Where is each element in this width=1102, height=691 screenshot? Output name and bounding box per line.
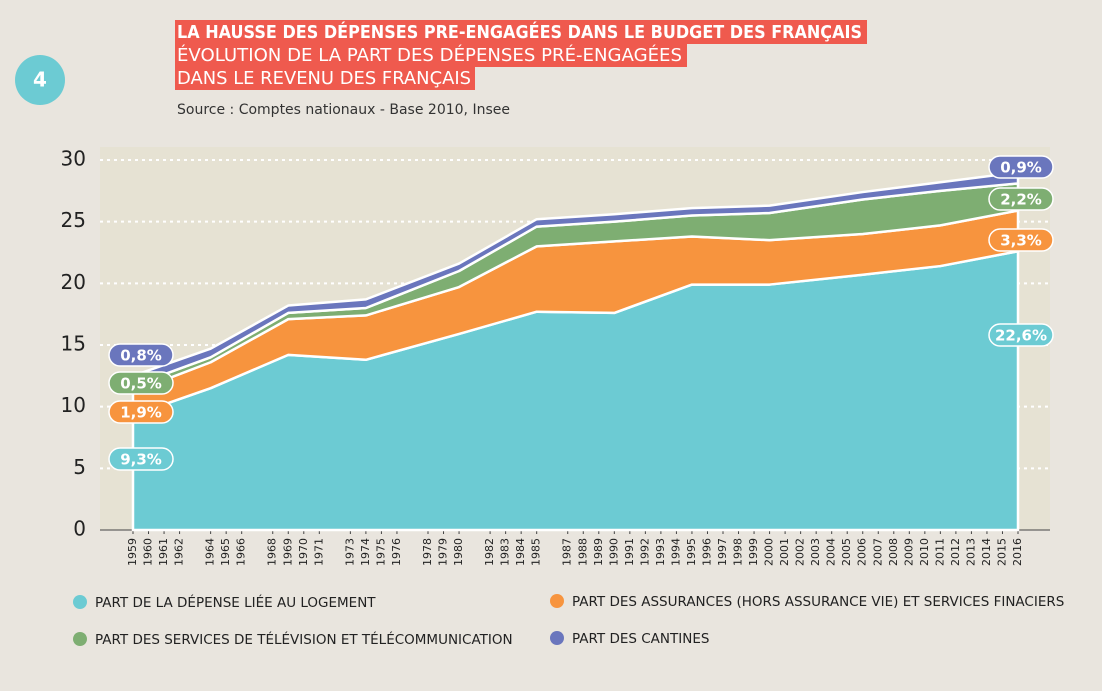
y-tick-label: 20 — [61, 270, 86, 294]
x-tick-label: 2003 — [809, 538, 822, 566]
x-tick-label: 1983 — [499, 538, 512, 566]
legend-label: PART DES SERVICES DE TÉLÉVISION ET TÉLÉC… — [95, 631, 513, 648]
x-tick-label: 2005 — [840, 538, 853, 566]
x-tick-label: 2015 — [995, 538, 1008, 566]
x-tick-label: 1974 — [359, 538, 372, 566]
x-tick-label: 1984 — [514, 538, 527, 566]
x-tick-label: 1998 — [732, 538, 745, 566]
value-label-bg — [988, 228, 1054, 252]
x-tick-label: 2011 — [933, 538, 946, 566]
legend-swatch — [550, 631, 564, 645]
legend-swatch — [73, 595, 87, 609]
value-label-bg — [108, 447, 174, 471]
area — [131, 171, 1020, 387]
x-tick-label: 2000 — [763, 538, 776, 566]
x-tick-label: 1996 — [700, 538, 713, 566]
value-label: 3,3% — [1000, 232, 1042, 250]
legend-swatch — [550, 594, 564, 608]
x-tick-label: 2001 — [778, 538, 791, 566]
y-tick-label: 10 — [61, 393, 86, 417]
chart-subtitle: ÉVOLUTION DE LA PART DES DÉPENSES PRÉ-EN… — [177, 44, 682, 66]
value-label-bg — [108, 343, 174, 367]
chart-title: LA HAUSSE DES DÉPENSES PRE-ENGAGÉES DANS… — [177, 21, 862, 43]
x-tick-label: 1980 — [452, 538, 465, 566]
value-label-bg — [108, 371, 174, 395]
x-tick-label: 2004 — [825, 538, 838, 566]
x-tick-label: 1970 — [297, 538, 310, 566]
x-tick-label: 1999 — [747, 538, 760, 566]
value-label: 0,5% — [120, 375, 162, 393]
x-tick-label: 1960 — [142, 538, 155, 566]
x-tick-label: 2014 — [980, 538, 993, 566]
x-tick-label: 1976 — [390, 538, 403, 566]
badge — [15, 55, 65, 105]
x-tick-label: 2002 — [794, 538, 807, 566]
x-tick-label: 1989 — [592, 538, 605, 566]
x-tick-label: 1993 — [654, 538, 667, 566]
y-tick-label: 30 — [61, 147, 86, 171]
x-tick-label: 1982 — [483, 538, 496, 566]
x-tick-label: 1971 — [312, 538, 325, 566]
legend-label: PART DES ASSURANCES (HORS ASSURANCE VIE)… — [572, 594, 1064, 610]
x-tick-label: 1961 — [157, 538, 170, 566]
x-tick-label: 1959 — [126, 538, 139, 566]
x-tick-label: 1962 — [173, 538, 186, 566]
x-tick-label: 1997 — [716, 538, 729, 566]
value-label: 22,6% — [995, 327, 1047, 345]
y-tick-label: 15 — [61, 332, 86, 356]
x-tick-label: 2007 — [871, 538, 884, 566]
value-label-bg — [108, 400, 174, 424]
y-tick-label: 25 — [61, 208, 86, 232]
value-label-bg — [988, 155, 1054, 179]
value-label-bg — [988, 323, 1054, 347]
value-label: 0,9% — [1000, 159, 1042, 177]
source: Source : Comptes nationaux - Base 2010, … — [177, 102, 510, 118]
x-tick-label: 1995 — [685, 538, 698, 566]
subtitle-bg — [175, 44, 687, 67]
value-label: 2,2% — [1000, 191, 1042, 209]
x-tick-label: 1969 — [281, 538, 294, 566]
x-tick-label: 2012 — [949, 538, 962, 566]
x-tick-label: 1973 — [343, 538, 356, 566]
badge-number: 4 — [33, 68, 47, 92]
x-tick-label: 1968 — [266, 538, 279, 566]
x-tick-label: 1978 — [421, 538, 434, 566]
chart-subtitle: DANS LE REVENU DES FRANÇAIS — [177, 68, 471, 89]
x-tick-label: 2010 — [918, 538, 931, 566]
x-tick-label: 1964 — [204, 538, 217, 566]
x-tick-label: 1987 — [561, 538, 574, 566]
y-tick-label: 0 — [73, 517, 86, 541]
x-tick-label: 1994 — [669, 538, 682, 566]
x-tick-label: 1966 — [235, 538, 248, 566]
x-tick-label: 2013 — [964, 538, 977, 566]
x-tick-label: 1965 — [219, 538, 232, 566]
subtitle-bg — [175, 67, 475, 90]
x-tick-label: 1988 — [576, 538, 589, 566]
y-tick-label: 5 — [73, 455, 86, 479]
x-tick-label: 1990 — [607, 538, 620, 566]
value-label: 1,9% — [120, 404, 162, 422]
x-tick-label: 1992 — [638, 538, 651, 566]
title-bg — [175, 20, 867, 44]
legend-swatch — [73, 632, 87, 646]
x-tick-label: 2006 — [856, 538, 869, 566]
value-label: 9,3% — [120, 451, 162, 469]
x-tick-label: 1991 — [623, 538, 636, 566]
value-label: 0,8% — [120, 347, 162, 365]
legend-label: PART DES CANTINES — [572, 631, 709, 647]
x-tick-label: 1975 — [374, 538, 387, 566]
x-tick-label: 1985 — [530, 538, 543, 566]
x-tick-label: 1979 — [437, 538, 450, 566]
x-tick-label: 2008 — [887, 538, 900, 566]
x-tick-label: 2016 — [1011, 538, 1024, 566]
value-label-bg — [988, 187, 1054, 211]
legend-label: PART DE LA DÉPENSE LIÉE AU LOGEMENT — [95, 594, 376, 611]
x-tick-label: 2009 — [902, 538, 915, 566]
